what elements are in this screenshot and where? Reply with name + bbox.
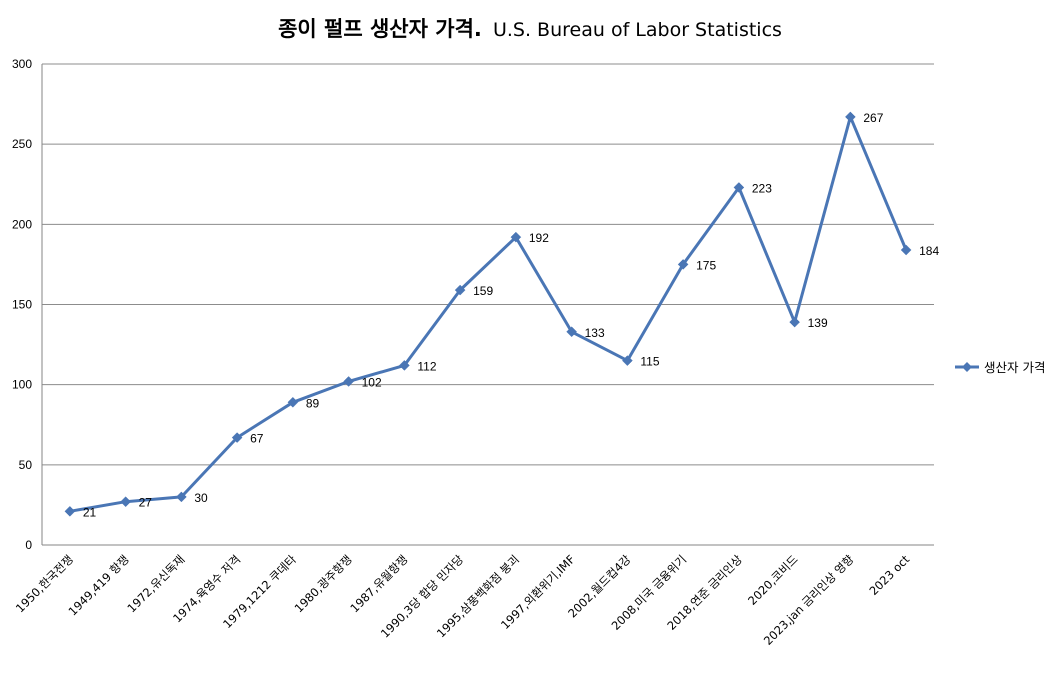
y-tick-label: 0 bbox=[25, 538, 32, 552]
data-label: 184 bbox=[919, 244, 939, 258]
data-label: 223 bbox=[752, 181, 772, 195]
data-point-marker bbox=[510, 231, 522, 243]
legend-marker bbox=[962, 362, 972, 372]
data-point-marker bbox=[64, 505, 76, 517]
data-point-marker bbox=[900, 244, 912, 256]
data-point-marker bbox=[176, 491, 187, 503]
data-label: 27 bbox=[139, 496, 153, 510]
chart-subtitle: U.S. Bureau of Labor Statistics bbox=[493, 19, 782, 41]
data-label: 159 bbox=[473, 284, 493, 298]
chart-title: 종이 펄프 생산자 가격. U.S. Bureau of Labor Stati… bbox=[278, 17, 782, 41]
data-point-marker bbox=[677, 259, 689, 270]
data-label: 67 bbox=[250, 432, 264, 446]
grid-lines bbox=[42, 63, 934, 546]
data-label: 175 bbox=[696, 258, 716, 272]
data-point-marker bbox=[454, 284, 466, 296]
data-point-marker bbox=[120, 496, 131, 508]
x-tick-label: 1987,유월항쟁 bbox=[347, 552, 410, 615]
data-label: 112 bbox=[417, 359, 436, 373]
data-point-marker bbox=[733, 182, 745, 193]
data-label: 21 bbox=[83, 505, 97, 519]
data-label: 133 bbox=[585, 326, 605, 340]
y-tick-label: 200 bbox=[12, 217, 32, 231]
x-tick-label: 2023 oct bbox=[866, 552, 912, 598]
y-tick-label: 300 bbox=[12, 57, 32, 71]
legend: 생산자 가격 bbox=[955, 360, 1045, 375]
x-tick-label: 1950,한국전쟁 bbox=[13, 552, 76, 615]
data-point-marker bbox=[789, 316, 800, 328]
y-tick-label: 100 bbox=[12, 378, 32, 392]
y-tick-label: 250 bbox=[12, 137, 32, 151]
x-tick-label: 1980,광주항쟁 bbox=[292, 552, 355, 615]
x-tick-label: 2020,코비드 bbox=[745, 552, 801, 608]
data-label: 30 bbox=[194, 491, 208, 505]
data-point-marker bbox=[399, 360, 410, 371]
data-point-marker bbox=[231, 432, 243, 443]
data-label: 267 bbox=[863, 111, 883, 125]
data-point-marker bbox=[622, 355, 633, 366]
data-label: 192 bbox=[529, 231, 549, 245]
y-axis-ticks: 0 50 100 150 200 250 300 bbox=[12, 57, 32, 552]
data-point-marker bbox=[566, 326, 577, 338]
x-tick-label: 1972,유신독재 bbox=[124, 552, 187, 615]
chart-title-main: 종이 펄프 생산자 가격. bbox=[278, 17, 482, 41]
series-line bbox=[68, 115, 908, 513]
x-tick-label: 2023,jan 금리인상 영향 bbox=[761, 552, 857, 648]
data-point-marker bbox=[343, 376, 354, 387]
data-point-marker bbox=[845, 111, 856, 123]
legend-label: 생산자 가격 bbox=[984, 360, 1045, 375]
data-point-marker bbox=[287, 396, 299, 408]
data-labels: 21 27 30 67 89 102 112 159 192 133 115 175 223 139 267… bbox=[83, 111, 940, 519]
data-label: 139 bbox=[808, 316, 828, 330]
y-tick-label: 50 bbox=[19, 458, 33, 472]
data-label: 115 bbox=[640, 355, 659, 369]
data-label: 102 bbox=[362, 375, 382, 389]
y-tick-label: 150 bbox=[12, 298, 32, 312]
series-line-group bbox=[64, 111, 912, 517]
data-label: 89 bbox=[306, 396, 320, 410]
